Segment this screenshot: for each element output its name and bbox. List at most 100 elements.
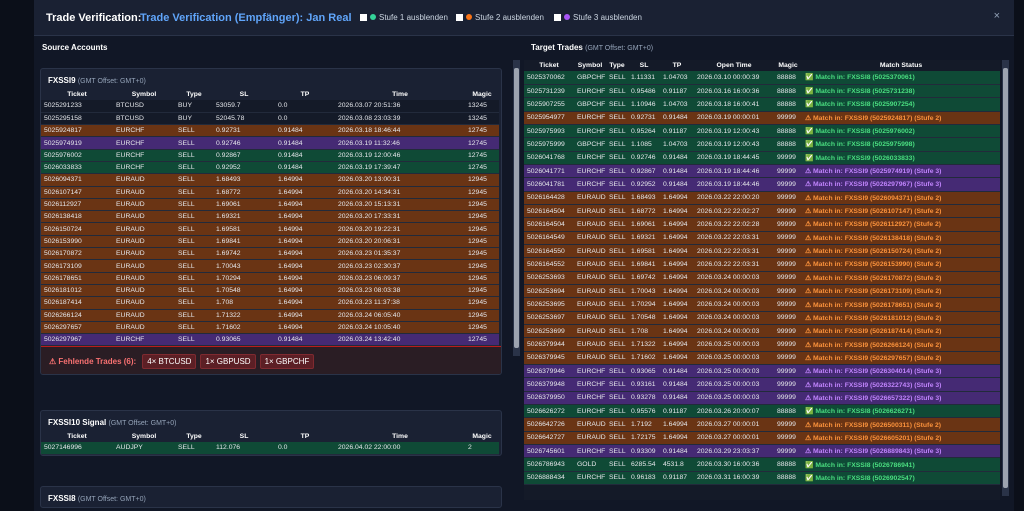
row: 5026170872 EURAUD SELL 1.69742 1.64994 2026.0… <box>41 247 499 261</box>
match-status: ✅ Match in: FXSSI8 (5025731238) <box>802 84 1000 99</box>
cell: 2026.03.19 18:44:45 <box>694 151 774 165</box>
cell: EURAUD <box>113 210 175 224</box>
cell: SELL <box>175 124 213 138</box>
cell: EURAUD <box>113 198 175 212</box>
column-header: Time <box>392 91 408 98</box>
cell: 5026379950 <box>524 391 574 406</box>
match-status: ⚠ Match in: FXSSI9 (5026322743) (Stufe 3… <box>802 377 1000 392</box>
cell: 2026.03.08 23:03:39 <box>335 112 465 126</box>
row: 5026297657 EURAUD SELL 1.71602 1.64994 2026.0… <box>41 321 499 335</box>
cell: 99999 <box>774 417 802 432</box>
match-status: ✅ Match in: FXSSI8 (5026786941) <box>802 457 1000 472</box>
cell: 1.69581 <box>628 244 660 259</box>
cell: EURAUD <box>574 297 606 312</box>
cell: 1.64994 <box>275 210 335 224</box>
cell: SELL <box>606 204 628 219</box>
row: 5027146996 AUDJPY SELL 112.076 0.0 2026.04.02… <box>41 442 499 455</box>
cell: SELL <box>606 97 628 112</box>
modal: Trade Verification: Trade Verification (… <box>34 0 1014 511</box>
match-status: ⚠ Match in: FXSSI9 (5026170872) (Stufe 2… <box>802 271 1000 286</box>
cell: 12945 <box>465 259 499 273</box>
cell: 5026164552 <box>524 257 574 272</box>
row: 5026164549 EURAUD SELL 1.69321 1.64994 2026.0… <box>524 231 1000 245</box>
toggle[interactable]: Stufe 3 ausblenden <box>554 13 642 22</box>
cell: EURAUD <box>113 309 175 322</box>
cell: 2026.03.23 06:09:37 <box>335 272 465 285</box>
cell: SELL <box>175 259 213 273</box>
row: 5026094371 EURAUD SELL 1.68493 1.64994 2026.0… <box>41 173 499 187</box>
cell: SELL <box>606 164 628 179</box>
toggle[interactable]: Stufe 2 ausblenden <box>456 13 544 22</box>
cell: EURAUD <box>574 351 606 366</box>
cell: EURAUD <box>574 257 606 272</box>
cell: 0.91484 <box>275 124 335 138</box>
column-header: Type <box>609 62 625 69</box>
cell: 88888 <box>774 71 802 85</box>
cell: EURAUD <box>574 191 606 205</box>
row: 5025295158 BTCUSD BUY 52045.78 0.0 2026.03.08… <box>41 112 499 126</box>
source-title: Source Accounts <box>42 43 108 52</box>
close-button[interactable]: × <box>993 10 1000 22</box>
cell: 0.95486 <box>628 84 660 99</box>
cell: 1.69321 <box>628 231 660 245</box>
cell: 0.93065 <box>628 364 660 379</box>
cell: 0.93065 <box>213 333 275 347</box>
cell: 1.64994 <box>275 296 335 310</box>
cell: SELL <box>175 296 213 310</box>
row: 5026297967 EURCHF SELL 0.93065 0.91484 2026.0… <box>41 333 499 347</box>
cell: 0.93309 <box>628 444 660 459</box>
cell: 1.70294 <box>628 297 660 312</box>
row: 5025954977 EURCHF SELL 0.92731 0.91484 2026.0… <box>524 111 1000 125</box>
cell: 2026.03.20 17:33:31 <box>335 210 465 224</box>
cell: 0.91484 <box>660 151 694 165</box>
match-status: ⚠ Match in: FXSSI9 (5026112927) (Stufe 2… <box>802 217 1000 232</box>
cell: 5026379946 <box>524 364 574 379</box>
cell: 2026.03.25 00:00:03 <box>694 377 774 392</box>
cell: 1.04703 <box>660 137 694 152</box>
cell: 5025976002 <box>41 149 113 162</box>
cell: 88888 <box>774 137 802 152</box>
cell: 5026178651 <box>41 272 113 285</box>
column-header: Open Time <box>716 62 752 69</box>
cell: SELL <box>606 311 628 326</box>
cell: EURCHF <box>574 404 606 419</box>
cell: 1.69742 <box>213 247 275 261</box>
cell: 5026041781 <box>524 177 574 192</box>
cell: 1.71322 <box>213 309 275 322</box>
cell: 99999 <box>774 297 802 312</box>
cell: 5026297657 <box>41 321 113 335</box>
cell: 112.076 <box>213 442 275 455</box>
match-status: ⚠ Match in: FXSSI9 (5026297657) (Stufe 2… <box>802 351 1000 366</box>
cell: 99999 <box>774 231 802 245</box>
cell: 1.64994 <box>660 231 694 245</box>
cell: 1.70548 <box>213 284 275 298</box>
cell: 0.96183 <box>628 471 660 486</box>
cell: 88888 <box>774 124 802 139</box>
row: 5026786943 GOLD SELL 6285.54 4531.8 2026.03.3… <box>524 457 1000 472</box>
column-header: Type <box>186 433 202 440</box>
cell: 5026187414 <box>41 296 113 310</box>
toggle[interactable]: Stufe 1 ausblenden <box>360 13 448 22</box>
checkbox <box>554 14 561 21</box>
cell: 2026.03.23 08:03:38 <box>335 284 465 298</box>
cell: SELL <box>606 284 628 299</box>
cell: 5026253693 <box>524 271 574 286</box>
cell: 0.91187 <box>660 404 694 419</box>
row: 5026138418 EURAUD SELL 1.69321 1.64994 2026.0… <box>41 210 499 224</box>
row: 5026642726 EURAUD SELL 1.7192 1.64994 2026.03… <box>524 417 1000 432</box>
cell: 2026.03.20 15:13:31 <box>335 198 465 212</box>
cell: EURCHF <box>574 377 606 392</box>
cell: EURCHF <box>113 333 175 347</box>
cell: 1.70548 <box>628 311 660 326</box>
cell: 2026.03.25 00:00:03 <box>694 351 774 366</box>
row: 5025974919 EURCHF SELL 0.92746 0.91484 2026.0… <box>41 136 499 150</box>
cell: 2026.03.25 00:00:03 <box>694 391 774 406</box>
cell: 2026.03.23 01:35:37 <box>335 247 465 261</box>
cell: EURCHF <box>574 111 606 125</box>
column-header: SL <box>239 91 249 98</box>
cell: 5026745601 <box>524 444 574 459</box>
cell: SELL <box>606 351 628 366</box>
cell: 5025924817 <box>41 124 113 138</box>
match-status: ✅ Match in: FXSSI8 (5025976002) <box>802 124 1000 139</box>
row: 5026888434 EURCHF SELL 0.96183 0.91187 2026.0… <box>524 471 1000 486</box>
